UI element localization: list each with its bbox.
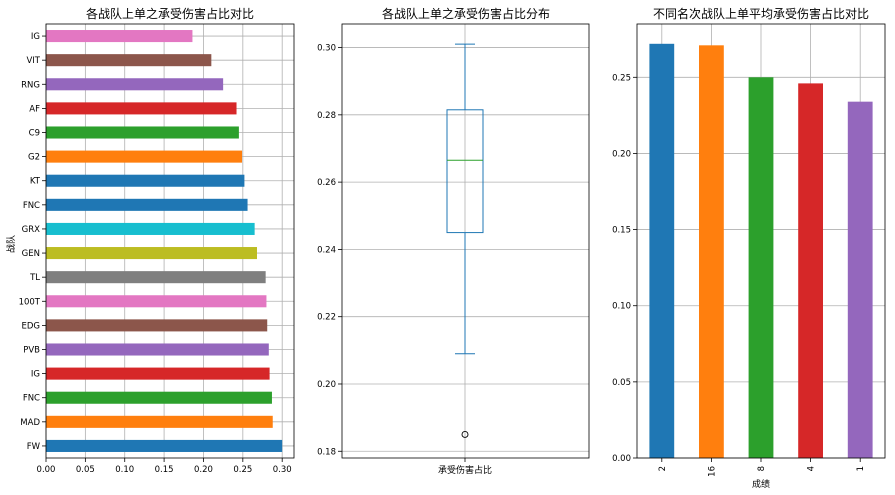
chart1-frame [45,23,295,459]
chart2-ytick-label: 0.18 [317,447,336,457]
chart1-ytick-label: FW [27,442,41,452]
chart1-ytick-label: MAD [20,418,40,428]
chart3-bar [748,77,774,458]
chart1-title: 各战队上单之承受伤害占比对比 [86,6,254,21]
chart1-bar [46,367,270,380]
chart1-xtick-label: 0.20 [194,465,213,475]
chart3-bar [798,83,823,459]
chart2-outlier-point [461,430,469,438]
chart1-bar [46,391,272,404]
chart1-bar [46,102,237,115]
chart1-bar [46,78,224,91]
chart1-bar [46,343,269,356]
chart3-xtick-label: 1 [856,466,866,471]
chart1-bar [46,198,248,211]
chart1-ylabel: 战队 [5,235,17,253]
chart1-bar [46,54,212,67]
chart1-bar [46,439,283,452]
chart1-ytick-label: IG [31,370,40,380]
chart3-xlabel: 成绩 [752,478,770,490]
chart1-bar [46,271,266,284]
chart1-ytick-label: 100T [19,297,41,307]
chart3-xtick-label: 16 [707,466,717,477]
chart3-xtick-label: 8 [757,466,767,471]
chart1-ytick-label: FNC [23,201,40,211]
chart-box-plot: 各战队上单之承受伤害占比分布 0.18 0.20 0.22 0.24 0.26 0.28 0… [317,6,590,476]
chart3-ytick-label: 0.05 [612,378,631,388]
chart1-ytick-label: FNC [23,394,40,404]
chart3-xtick-label: 4 [807,466,817,471]
chart3-ytick-label: 0.25 [612,73,631,83]
chart2-frame [341,23,590,459]
chart1-bar [46,319,268,332]
chart1-ytick-label: PVB [23,346,40,356]
chart1-xtick-label: 0.00 [37,465,56,475]
chart3-bar [847,101,873,459]
chart1-ytick-label: IG [31,32,40,42]
chart2-ytick-label: 0.22 [317,313,336,323]
chart1-xtick-label: 0.05 [76,465,95,475]
chart2-category-label: 承受伤害占比 [438,464,492,476]
chart3-ytick-label: 0.10 [612,302,631,312]
chart3-bar [699,45,724,458]
chart2-ytick-label: 0.20 [317,380,336,390]
chart1-bar [46,174,245,187]
chart3-ytick-label: 0.00 [612,454,631,464]
chart1-ytick-label: GEN [22,249,40,259]
chart3-ytick-label: 0.15 [612,226,631,236]
chart1-xtick-label: 0.25 [233,465,252,475]
chart1-ytick-label: G2 [28,153,40,163]
chart1-bar [46,150,243,163]
chart1-bar [46,222,255,235]
chart1-xtick-label: 0.30 [273,465,292,475]
chart3-frame [636,23,886,459]
chart1-ytick-label: AF [29,104,40,114]
chart2-ytick-label: 0.30 [317,44,336,54]
chart1-ytick-label: VIT [26,56,40,66]
chart-rank-bar: 不同名次战队上单平均承受伤害占比对比 成绩 0.00 0.05 0.10 0.15 0.… [612,6,886,490]
chart1-ytick-label: GRX [22,225,40,235]
chart1-ytick-label: RNG [21,80,40,90]
chart3-xtick-label: 2 [658,466,668,471]
chart1-bar [46,30,193,43]
chart-team-bar: 各战队上单之承受伤害占比对比 战队 FW MAD FNC IG PVB EDG 100T TL… [5,6,295,475]
chart1-ytick-label: C9 [29,129,40,139]
chart1-bar [46,415,273,428]
chart1-bar [46,295,267,308]
chart2-ytick-label: 0.26 [317,178,336,188]
chart1-ytick-label: TL [29,273,40,283]
chart2-ytick-label: 0.28 [317,111,336,121]
chart1-bar [46,126,239,139]
chart2-box [446,109,484,234]
chart3-ytick-label: 0.20 [612,149,631,159]
chart3-bar [649,43,675,459]
chart1-bar [46,247,257,260]
chart1-ytick-label: EDG [21,321,40,331]
chart1-ytick-label: KT [30,177,41,187]
chart2-title: 各战队上单之承受伤害占比分布 [382,6,550,21]
chart3-title: 不同名次战队上单平均承受伤害占比对比 [653,6,869,21]
chart1-xtick-label: 0.10 [115,465,134,475]
chart1-xtick-label: 0.15 [155,465,174,475]
chart2-ytick-label: 0.24 [317,245,336,255]
